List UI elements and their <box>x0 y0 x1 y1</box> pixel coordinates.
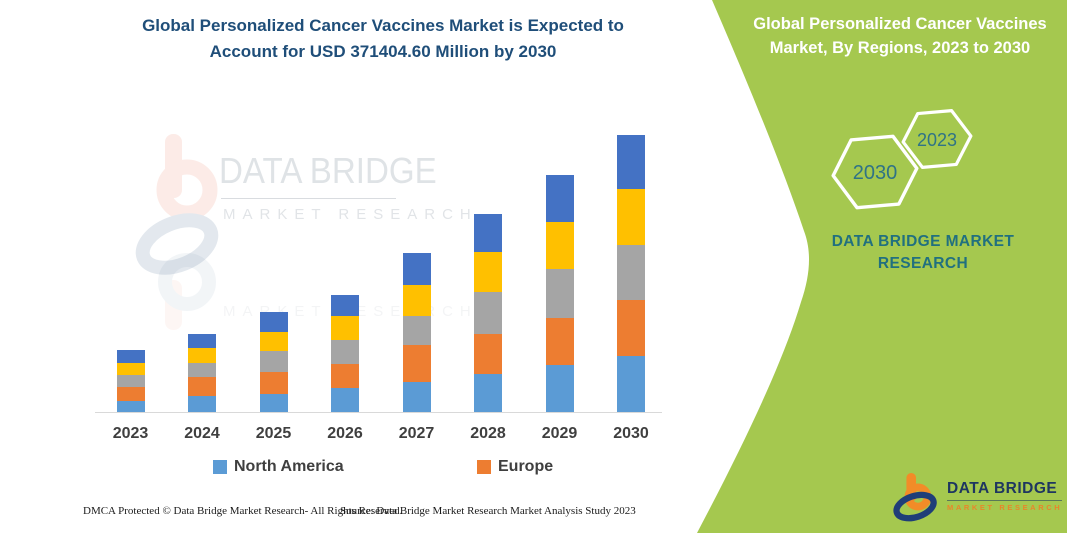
hexagon-2023-icon <box>901 109 973 169</box>
bar-segment-north-america <box>331 388 359 412</box>
bar-segment-unlabeled-region-yellow <box>259 332 288 352</box>
bar-segment-unlabeled-region-darkblue <box>474 214 502 253</box>
right-panel-title-line2: Market, By Regions, 2023 to 2030 <box>769 38 1031 57</box>
dbmr-logo-sub: MARKET RESEARCH <box>947 503 1063 512</box>
bar-segment-unlabeled-region-gray <box>545 269 574 318</box>
stacked-bar-2028 <box>474 214 502 412</box>
bar-segment-unlabeled-region-gray <box>188 363 216 378</box>
dbmr-logo-icon <box>893 472 937 522</box>
x-axis-label-2024: 2024 <box>184 425 220 442</box>
bar-segment-unlabeled-region-yellow <box>617 189 645 245</box>
right-panel-title-line1: Global Personalized Cancer Vaccines <box>753 15 1047 33</box>
bar-segment-north-america <box>402 382 431 412</box>
page-title: Global Personalized Cancer Vaccines Mark… <box>103 13 663 64</box>
bar-segment-unlabeled-region-yellow <box>188 347 216 364</box>
x-axis-label-2023: 2023 <box>112 425 149 442</box>
hexagon-years-graphic: 2030 2023 <box>831 109 973 210</box>
page-title-line2: Account for USD 371404.60 Million by 203… <box>209 41 557 61</box>
bar-segment-unlabeled-region-darkblue <box>617 135 645 190</box>
watermark-sub-text: MARKET RESEARCH <box>223 206 478 223</box>
bar-chart-plot-area <box>95 118 662 413</box>
right-panel-title: Global Personalized Cancer Vaccines Mark… <box>735 13 1065 61</box>
dbmr-logo-name: DATA BRIDGE <box>947 480 1063 501</box>
bar-segment-unlabeled-region-gray <box>402 316 431 345</box>
watermark-divider <box>221 198 396 199</box>
x-axis-label-2026: 2026 <box>327 425 363 442</box>
bar-segment-unlabeled-region-darkblue <box>188 334 216 348</box>
bar-segment-north-america <box>259 393 288 412</box>
x-axis-label-2025: 2025 <box>255 425 292 442</box>
bar-segment-europe <box>402 344 431 382</box>
bar-segment-unlabeled-region-gray <box>617 244 645 301</box>
hexagon-2030-icon <box>831 134 919 210</box>
stacked-bar-2023 <box>116 350 145 412</box>
bar-segment-europe <box>188 377 216 396</box>
hexagon-back-year: 2030 <box>853 162 898 184</box>
bar-segment-north-america <box>116 401 145 412</box>
dbmr-brand-text: DATA BRIDGE MARKET RESEARCH <box>831 233 1015 272</box>
bar-segment-unlabeled-region-gray <box>116 374 145 387</box>
legend-swatch-north-america <box>213 460 227 474</box>
dbmr-logo: DATA BRIDGE MARKET RESEARCH <box>893 468 1063 524</box>
bar-segment-unlabeled-region-darkblue <box>331 294 359 317</box>
watermark-brand-text: DATA BRIDGE <box>219 150 437 191</box>
footer-dmca-text: DMCA Protected © Data Bridge Market Rese… <box>83 505 403 517</box>
bar-segment-unlabeled-region-darkblue <box>402 253 431 286</box>
bar-segment-europe <box>617 300 645 356</box>
stacked-bar-2024 <box>188 334 216 412</box>
bar-segment-unlabeled-region-yellow <box>402 285 431 317</box>
stacked-bar-2026 <box>331 294 359 412</box>
dbmr-logo-text: DATA BRIDGE MARKET RESEARCH <box>947 480 1063 512</box>
stacked-bar-2025 <box>259 312 288 412</box>
watermark: DATA BRIDGE MARKET RESEARCH MARKET RESEA… <box>133 132 471 347</box>
bar-segment-unlabeled-region-yellow <box>331 316 359 341</box>
bar-segment-unlabeled-region-yellow <box>545 222 574 270</box>
bar-segment-unlabeled-region-yellow <box>474 252 502 293</box>
legend-label-europe: Europe <box>498 458 554 475</box>
bar-segment-unlabeled-region-darkblue <box>545 174 574 223</box>
x-axis-label-2028: 2028 <box>470 425 506 442</box>
bar-segment-europe <box>545 317 574 365</box>
bar-segment-unlabeled-region-gray <box>474 292 502 334</box>
hexagon-front-year: 2023 <box>917 130 957 150</box>
bar-segment-europe <box>474 333 502 374</box>
bar-segment-unlabeled-region-darkblue <box>259 312 288 333</box>
legend-item-north-america: North America <box>213 458 344 476</box>
bar-segment-unlabeled-region-darkblue <box>116 350 145 364</box>
dbmr-watermark-logo-icon <box>135 134 219 330</box>
stacked-bar-2029 <box>545 174 574 412</box>
x-axis-label-2030: 2030 <box>613 425 649 442</box>
page-title-line1: Global Personalized Cancer Vaccines Mark… <box>142 16 624 35</box>
x-axis-label-2029: 2029 <box>541 425 578 442</box>
chart-legend: North America Europe <box>0 458 700 482</box>
bar-segment-north-america <box>617 356 645 412</box>
footer: DMCA Protected © Data Bridge Market Rese… <box>0 505 680 523</box>
legend-label-north-america: North America <box>234 458 344 475</box>
bar-segment-europe <box>116 387 145 401</box>
stacked-bar-2027 <box>402 253 431 412</box>
legend-item-europe: Europe <box>477 458 553 476</box>
legend-swatch-europe <box>477 460 491 474</box>
bar-segment-unlabeled-region-yellow <box>116 363 145 375</box>
stacked-bar-2030 <box>617 135 645 412</box>
x-axis-labels: 2023 2024 2025 2026 2027 2028 2029 2030 <box>95 425 662 447</box>
bar-segment-europe <box>259 372 288 394</box>
footer-source-text: Source: Data Bridge Market Research Mark… <box>340 505 636 517</box>
bar-segment-europe <box>331 363 359 388</box>
x-axis-label-2027: 2027 <box>398 425 435 442</box>
bar-segment-north-america <box>474 373 502 412</box>
bar-segment-north-america <box>545 364 574 412</box>
bar-segment-unlabeled-region-gray <box>259 351 288 373</box>
bar-segment-north-america <box>188 395 216 412</box>
bar-segment-unlabeled-region-gray <box>331 340 359 364</box>
